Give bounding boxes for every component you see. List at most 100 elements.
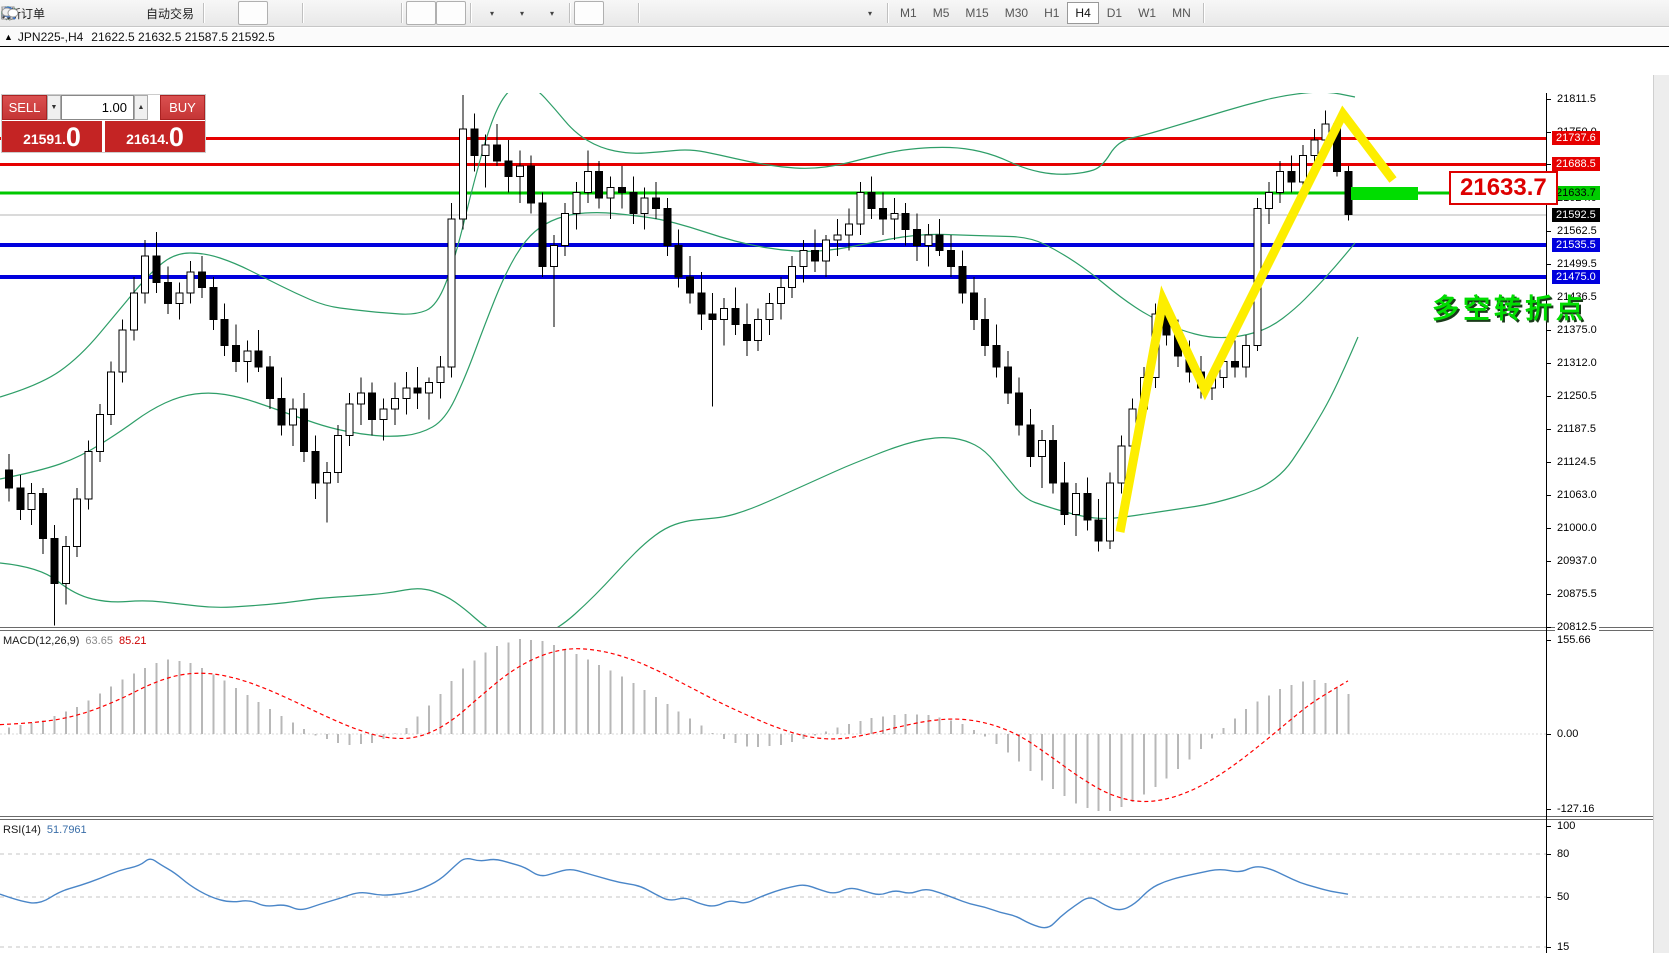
- macd-main-value: 63.65: [85, 635, 113, 647]
- timeframe-m30-button[interactable]: M30: [1004, 6, 1029, 20]
- timeframe-h4-button[interactable]: H4: [1067, 2, 1099, 24]
- timeframe-m1-button[interactable]: M1: [900, 6, 917, 20]
- price-axis-label: 21688.5: [1552, 157, 1600, 172]
- search-button[interactable]: [2, 1, 1639, 25]
- price-axis-tick: [1546, 626, 1551, 628]
- buy-price-frac: 0: [168, 122, 184, 152]
- rsi-name: RSI(14): [3, 824, 41, 836]
- timeframe-m15-button[interactable]: M15: [965, 6, 989, 20]
- auto-scroll-button[interactable]: [2, 1, 437, 25]
- price-axis-tick-label: 21000.0: [1555, 521, 1599, 534]
- rsi-pane-canvas[interactable]: [0, 821, 1546, 953]
- crosshair-button[interactable]: [2, 1, 634, 25]
- toolbar-separator: [638, 3, 640, 23]
- price-axis-label: 21475.0: [1552, 270, 1600, 285]
- chart-title-strip: ▲ JPN225-,H4 21622.5 21632.5 21587.5 215…: [0, 28, 1669, 46]
- macd-axis-tick: [1546, 640, 1551, 641]
- arrows-button[interactable]: ▾: [4, 1, 883, 25]
- price-axis-tick-label: 20812.5: [1555, 620, 1599, 633]
- profiles-button[interactable]: [1, 1, 110, 25]
- timeframe-h1-button[interactable]: H1: [1044, 6, 1060, 20]
- news-button[interactable]: [1, 1, 140, 25]
- price-axis-tick: [1546, 593, 1551, 595]
- templates-dropdown-caret[interactable]: ▾: [550, 8, 555, 18]
- sell-price-box[interactable]: 21591. 0: [2, 121, 102, 152]
- price-axis[interactable]: 21811.521750.021688.521624.021562.521499…: [1546, 93, 1652, 953]
- price-axis-tick: [1546, 99, 1551, 101]
- price-axis-tick-label: 21436.5: [1555, 291, 1599, 304]
- chart-icon: ▲: [4, 32, 13, 42]
- toolbar-separator: [470, 3, 472, 23]
- zoom-out-button[interactable]: [2, 1, 367, 25]
- timeframe-m5-button[interactable]: M5: [932, 6, 950, 20]
- rsi-axis-label: 100: [1555, 820, 1578, 832]
- rsi-indicator-label: RSI(14) 51.7961: [3, 824, 87, 836]
- vline-button[interactable]: [7, 1, 673, 25]
- chart-window: 21811.521750.021688.521624.021562.521499…: [0, 46, 1669, 953]
- label-button[interactable]: T: [1, 1, 853, 25]
- quotes-button[interactable]: [1, 1, 80, 25]
- channel-button[interactable]: E: [1, 1, 763, 25]
- macd-pane-canvas[interactable]: [0, 632, 1546, 816]
- price-axis-tick: [1546, 164, 1551, 166]
- fibonacci-button[interactable]: F: [2, 1, 793, 25]
- toolbar-separator: [203, 3, 205, 23]
- line-chart-button[interactable]: [1, 1, 298, 25]
- right-scroll-rail[interactable]: [1653, 75, 1669, 953]
- price-axis-tick: [1546, 527, 1551, 529]
- indicators-dropdown-caret[interactable]: ▾: [490, 8, 495, 18]
- price-axis-label: 21737.6: [1552, 131, 1600, 146]
- cursor-button[interactable]: [5, 1, 605, 25]
- volume-input[interactable]: 1.00: [61, 95, 134, 120]
- chart-symbol-timeframe: JPN225-,H4: [17, 30, 84, 44]
- price-callout-label[interactable]: 21633.7: [1449, 171, 1558, 205]
- price-axis-tick-label: 21250.5: [1555, 389, 1599, 402]
- price-axis-tick: [1546, 462, 1551, 464]
- rsi-axis-label: 15: [1555, 941, 1572, 953]
- price-axis-tick-label: 21811.5: [1555, 93, 1598, 106]
- toolbar-separator: [887, 3, 889, 23]
- candlestick-button[interactable]: [2, 1, 269, 25]
- macd-axis-label: -127.16: [1555, 803, 1597, 815]
- tile-windows-button[interactable]: [2, 1, 397, 25]
- bull-bear-turning-point-note[interactable]: 多空转折点: [1432, 294, 1587, 324]
- volume-increase-button[interactable]: ▲: [134, 95, 148, 120]
- price-axis-tick-label: 21375.0: [1555, 323, 1599, 336]
- price-axis-tick: [1546, 494, 1551, 496]
- trendline-button[interactable]: [2, 1, 733, 25]
- zoom-in-button[interactable]: [2, 1, 337, 25]
- buy-button[interactable]: BUY: [160, 95, 205, 120]
- price-axis-tick-label: 21187.5: [1555, 422, 1598, 435]
- pane-divider-rsi[interactable]: [0, 816, 1656, 820]
- periods-button[interactable]: ▾: [1, 1, 535, 25]
- arrows-dropdown-caret[interactable]: ▾: [868, 8, 873, 18]
- bar-chart-button[interactable]: [2, 1, 238, 25]
- chart-shift-button[interactable]: [2, 1, 467, 25]
- timeframe-mn-button[interactable]: MN: [1172, 6, 1191, 20]
- chat-button[interactable]: [1, 1, 1669, 25]
- timeframe-w1-button[interactable]: W1: [1138, 6, 1157, 20]
- text-button[interactable]: A: [4, 1, 823, 25]
- timeframe-d1-button[interactable]: D1: [1106, 6, 1123, 20]
- rsi-axis-label: 50: [1555, 891, 1572, 903]
- rsi-axis-tick: [1546, 826, 1551, 827]
- autotrading-button[interactable]: 自动交易: [1, 1, 199, 25]
- indicators-button[interactable]: ▾: [1, 1, 505, 25]
- macd-signal-value: 85.21: [118, 635, 147, 647]
- sell-button[interactable]: SELL: [2, 95, 47, 120]
- buy-price-box[interactable]: 21614. 0: [105, 121, 205, 152]
- macd-axis-tick: [1546, 734, 1551, 735]
- sell-price-int: 21591: [23, 131, 62, 147]
- price-axis-label: 21592.5: [1552, 208, 1600, 222]
- pane-divider-macd[interactable]: [0, 627, 1656, 631]
- price-axis-tick: [1546, 131, 1551, 133]
- price-chart-canvas[interactable]: [0, 93, 1546, 627]
- volume-decrease-button[interactable]: ▼: [47, 95, 61, 120]
- periods-dropdown-caret[interactable]: ▾: [520, 8, 525, 18]
- hline-button[interactable]: [2, 1, 703, 25]
- price-axis-tick: [1546, 363, 1551, 365]
- rsi-axis-label: 80: [1555, 848, 1572, 860]
- rsi-axis-tick: [1546, 897, 1551, 898]
- templates-button[interactable]: ▾: [1, 1, 565, 25]
